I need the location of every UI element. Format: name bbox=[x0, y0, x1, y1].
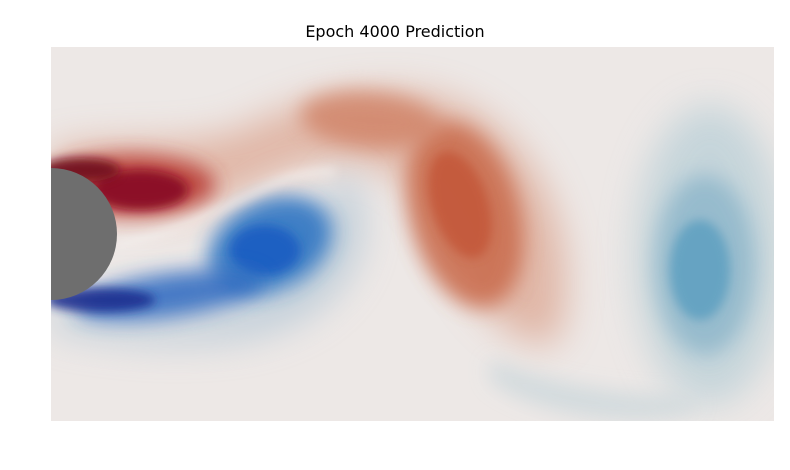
shed-vortex-negative bbox=[490, 105, 774, 420]
negative-vortex-sheet bbox=[51, 173, 364, 345]
positive-vortex-sheet bbox=[51, 90, 567, 346]
vorticity-field bbox=[51, 47, 774, 421]
cylinder-obstacle bbox=[51, 168, 117, 300]
shear-layer bbox=[114, 168, 336, 248]
chart-title: Epoch 4000 Prediction bbox=[305, 22, 485, 41]
